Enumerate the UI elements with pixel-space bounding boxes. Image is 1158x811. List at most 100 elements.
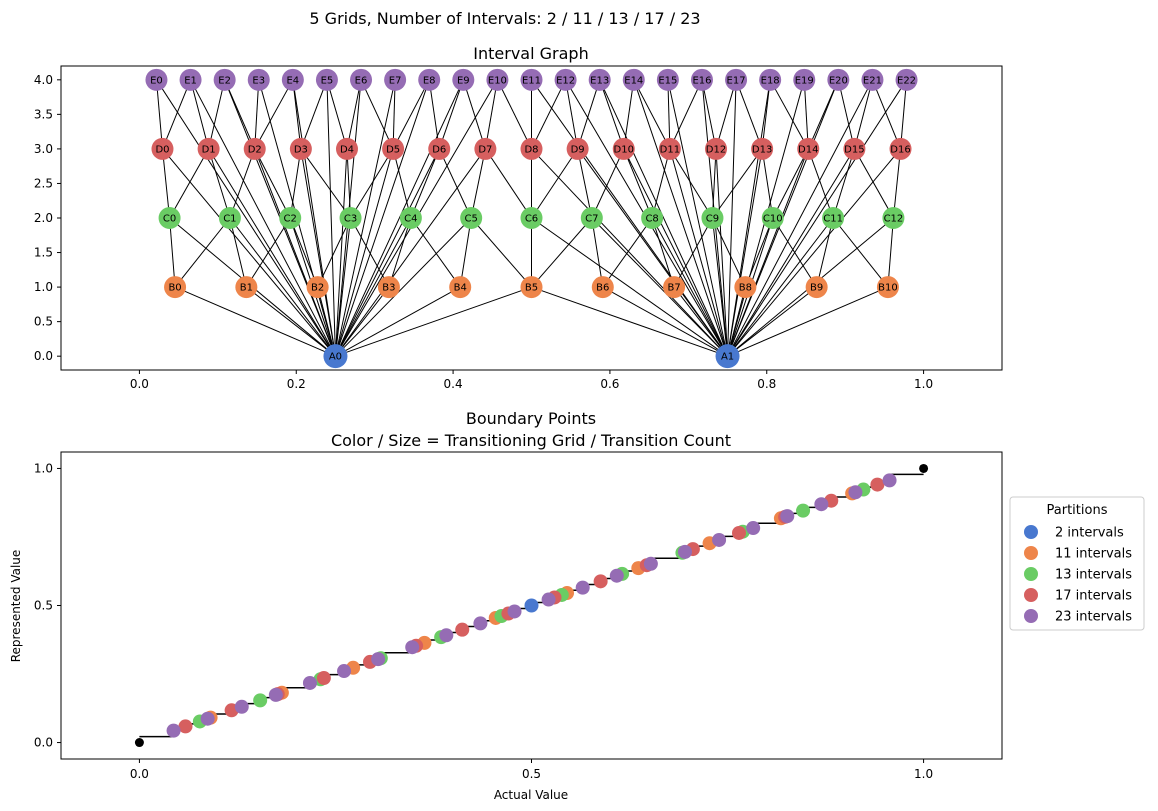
graph-edge	[190, 79, 210, 150]
legend-box	[1009, 496, 1145, 631]
y-tick-label: 3.5	[34, 107, 53, 121]
graph-edge	[577, 148, 593, 219]
graph-edge	[335, 286, 532, 357]
graph-edge	[623, 148, 653, 219]
boundary-point	[473, 616, 488, 631]
graph-edge	[300, 148, 351, 219]
graph-node-label: E21	[863, 75, 882, 86]
graph-edge	[727, 286, 889, 357]
graph-edge	[335, 286, 461, 357]
x-tick-label: 0.6	[600, 377, 619, 391]
graph-edge	[727, 148, 901, 357]
graph-edge	[633, 79, 729, 357]
graph-edge	[346, 148, 352, 219]
graph-node-label: C1	[223, 214, 236, 225]
graph-node-label: D1	[202, 144, 216, 155]
boundary-points-markers	[166, 473, 897, 738]
graph-node	[197, 137, 220, 160]
graph-node-label: C0	[163, 214, 176, 225]
graph-node	[554, 68, 577, 91]
graph-node-label: C6	[525, 214, 538, 225]
boundary-point	[234, 699, 249, 714]
graph-node-label: D16	[890, 144, 910, 155]
boundary-point	[677, 544, 692, 559]
graph-edge	[438, 148, 472, 219]
graph-node	[486, 68, 509, 91]
boundary-point	[253, 693, 268, 708]
interval-graph-title: Interval Graph	[473, 44, 588, 63]
graph-edge	[246, 286, 336, 357]
graph-node	[861, 68, 884, 91]
boundary-point	[746, 521, 761, 536]
graph-edge	[832, 148, 855, 219]
endpoint-marker	[919, 463, 929, 473]
graph-node-label: D0	[155, 144, 169, 155]
boundary-point	[268, 687, 283, 702]
graph-node	[622, 68, 645, 91]
graph-node-label: B9	[810, 283, 823, 294]
graph-node-label: D3	[294, 144, 308, 155]
graph-edge	[565, 79, 579, 149]
graph-edge	[292, 79, 336, 357]
graph-edge	[169, 217, 176, 288]
graph-edge	[591, 148, 625, 219]
legend-label: 23 intervals	[1055, 610, 1132, 625]
y-tick-label: 3.0	[34, 142, 53, 156]
graph-node-label: E8	[423, 75, 436, 86]
graph-node	[797, 137, 820, 160]
graph-edge	[667, 79, 671, 149]
graph-edge	[633, 79, 671, 150]
graph-node	[474, 137, 497, 160]
graph-node	[279, 207, 302, 229]
graph-edge	[289, 148, 302, 219]
graph-edge	[837, 79, 855, 150]
graph-node	[428, 137, 451, 160]
graph-node-label: B7	[667, 283, 680, 294]
graph-edge	[599, 79, 728, 357]
interval-graph-chart: Interval Graph A0 A1 B0 B1 B2 B3 B4 B5 B6 B7 B8 B9 B…	[34, 44, 1003, 391]
graph-node	[827, 68, 850, 91]
graph-edge	[462, 79, 486, 150]
graph-edge	[254, 79, 260, 149]
y-tick-label: 0.0	[34, 349, 53, 363]
graph-node	[843, 137, 866, 160]
graph-node-label: B2	[311, 283, 324, 294]
graph-edge	[531, 286, 728, 357]
graph-node	[213, 68, 236, 91]
legend-label: 13 intervals	[1055, 568, 1132, 583]
endpoint-marker	[134, 738, 144, 748]
graph-node-label: B5	[525, 283, 538, 294]
graph-node-label: B3	[382, 283, 395, 294]
graph-edge	[651, 217, 728, 357]
graph-node	[793, 68, 816, 91]
graph-node-label: D13	[752, 144, 772, 155]
graph-node-label: E12	[556, 75, 575, 86]
graph-node	[520, 68, 543, 91]
boundary-point	[712, 532, 727, 547]
graph-node	[520, 207, 543, 229]
graph-edge	[669, 148, 713, 219]
graph-node-label: C10	[763, 214, 783, 225]
graph-edge	[832, 217, 889, 288]
graph-edge	[410, 148, 440, 219]
graph-edge	[326, 79, 336, 357]
graph-node-label: C11	[823, 214, 843, 225]
graph-node	[289, 137, 312, 160]
boundary-point	[455, 622, 470, 637]
y-tick-label: 1.5	[34, 246, 53, 260]
boundary-points-subtitle: Color / Size = Transitioning Grid / Tran…	[331, 431, 731, 450]
graph-edge	[208, 148, 231, 219]
graph-edge	[735, 79, 763, 150]
graph-edge	[667, 79, 729, 357]
graph-node-label: B0	[168, 283, 181, 294]
graph-node	[612, 137, 635, 160]
boundary-points-chart: Boundary Points Color / Size = Transitio…	[9, 409, 1003, 802]
graph-node	[520, 276, 543, 299]
legend-label: 17 intervals	[1055, 589, 1132, 604]
graph-node-label: E14	[624, 75, 643, 86]
graph-edge	[715, 148, 729, 357]
graph-edge	[484, 79, 498, 149]
y-tick-label: 2.0	[34, 211, 53, 225]
graph-node	[164, 276, 187, 299]
graph-edge	[392, 79, 430, 150]
